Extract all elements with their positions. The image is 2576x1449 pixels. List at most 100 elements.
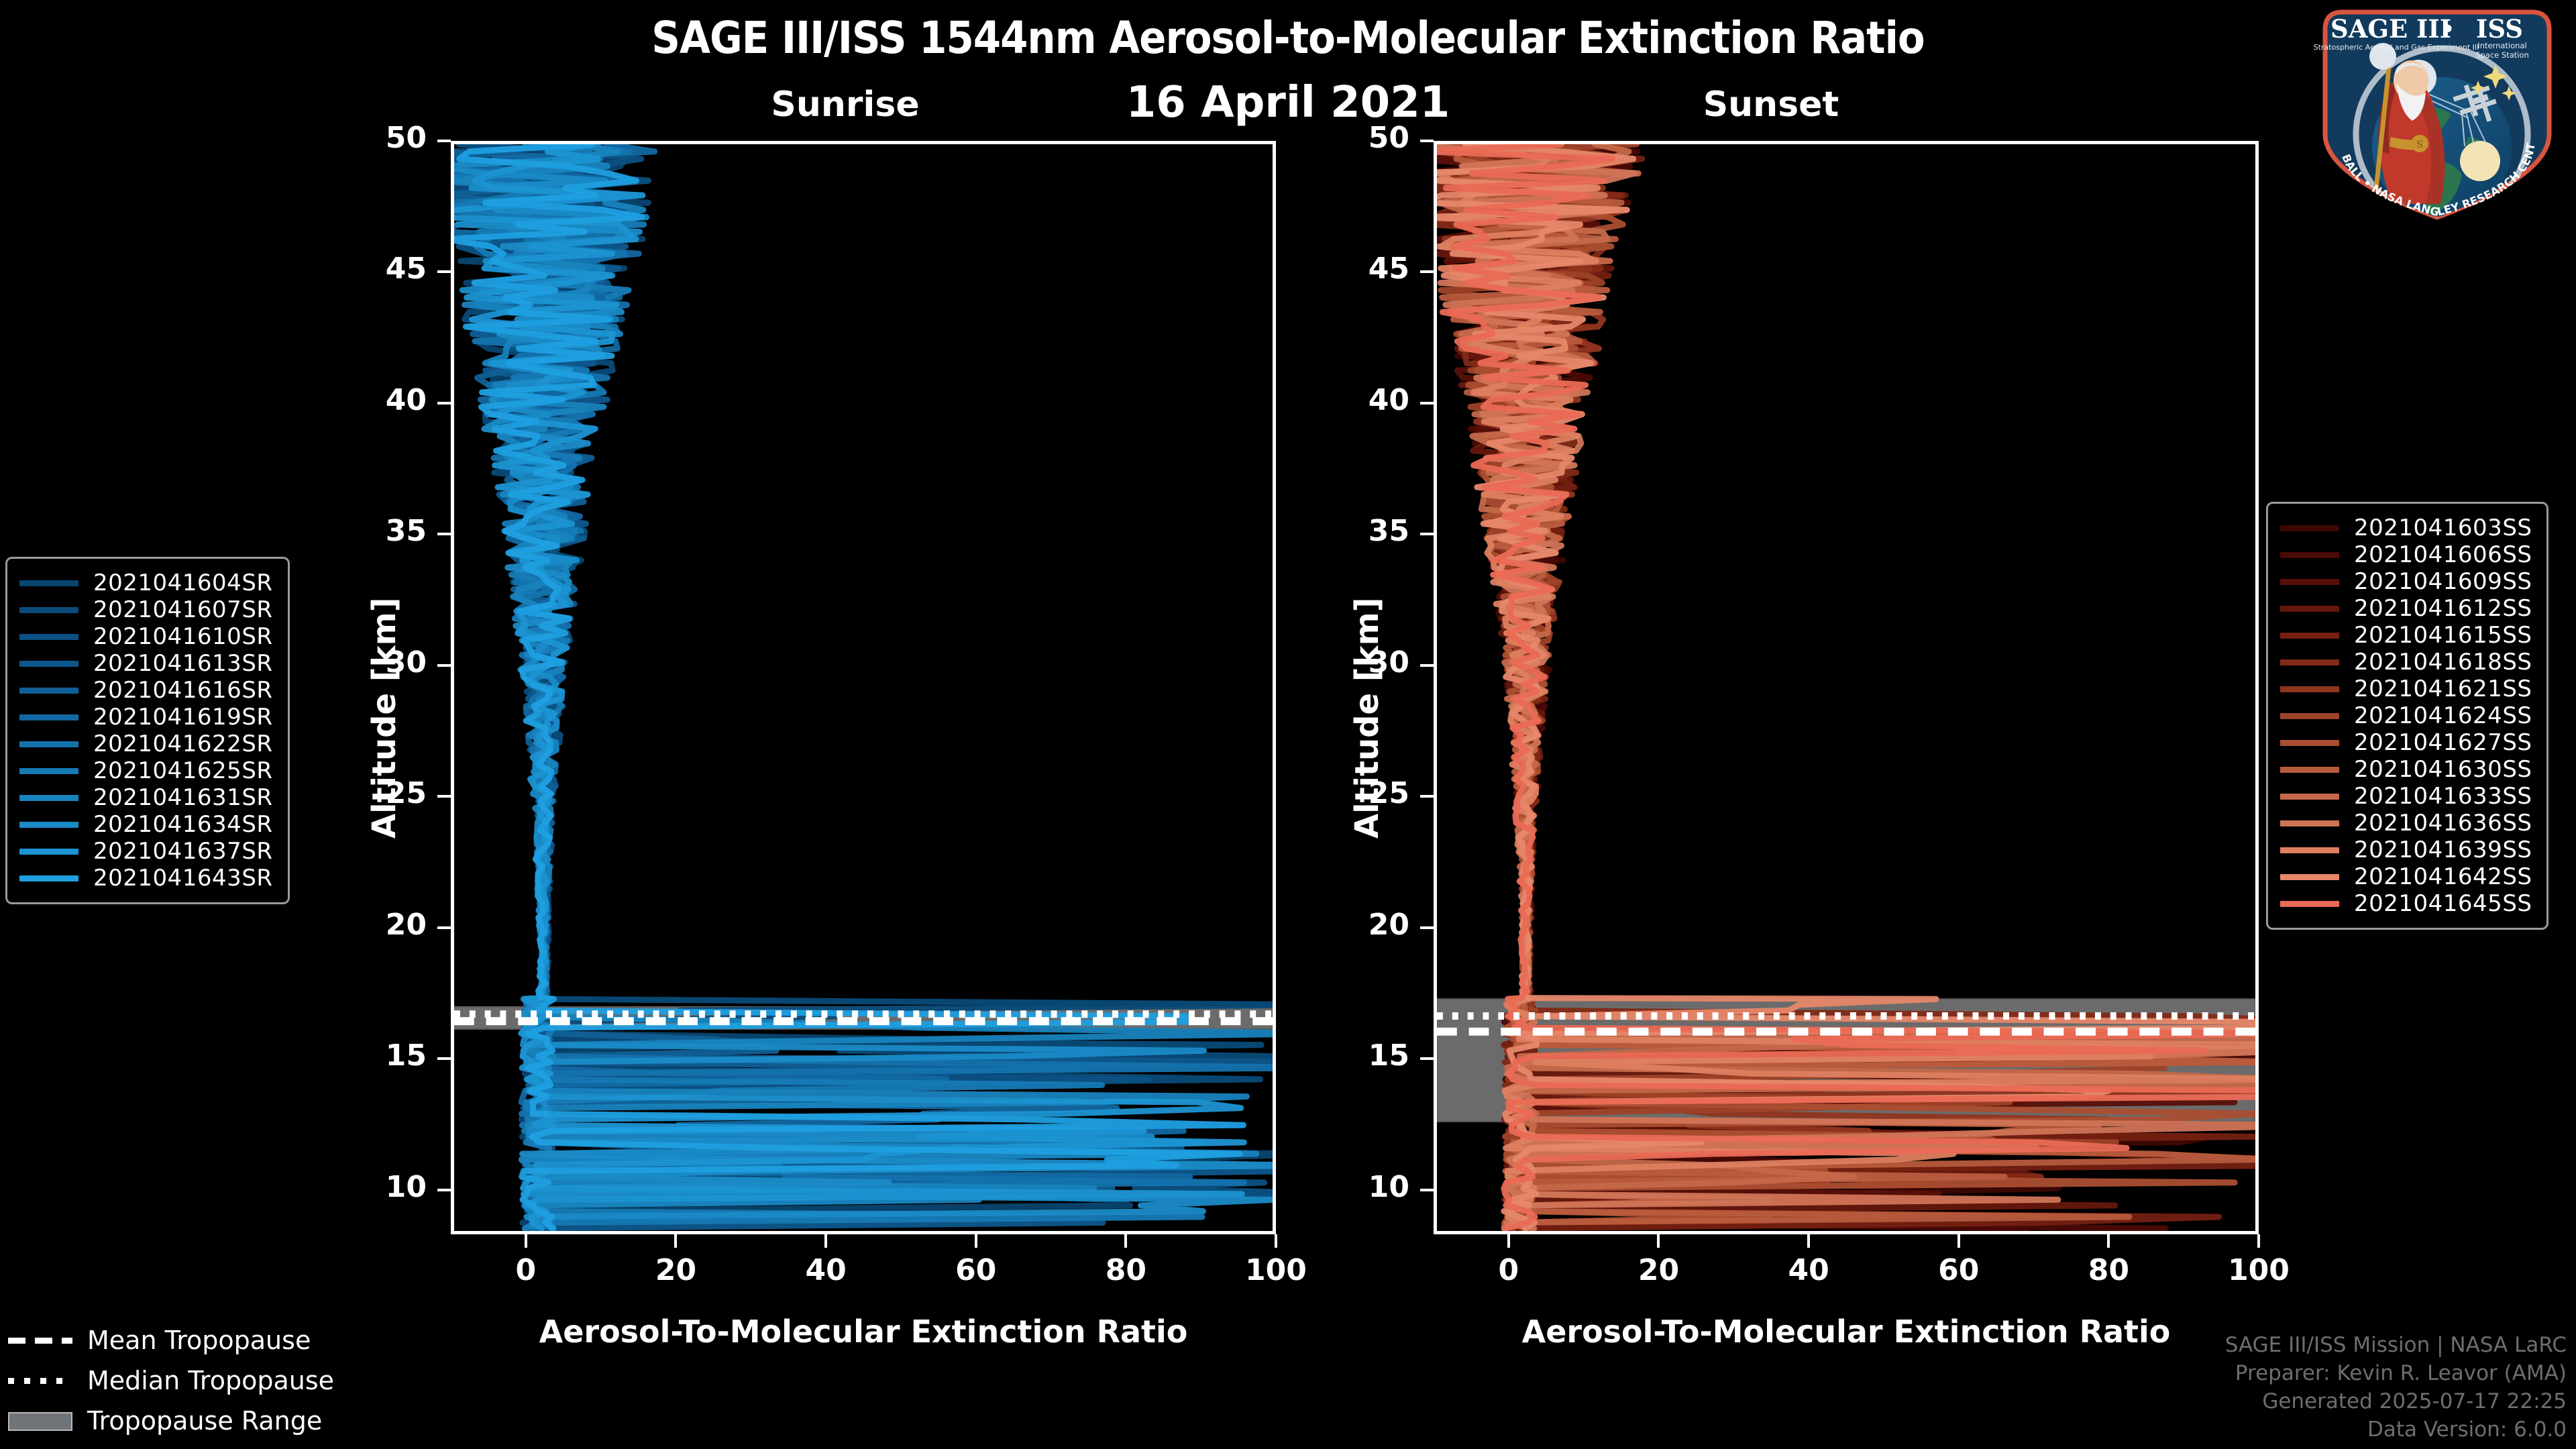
y-tick-label: 10	[385, 1169, 427, 1204]
y-tick-mark	[437, 1057, 451, 1061]
legend-item[interactable]: 2021041618SS	[2280, 649, 2532, 676]
x-tick-mark	[2257, 1234, 2260, 1248]
legend-item-median-tropopause: Median Tropopause	[8, 1360, 334, 1401]
y-tick-label: 15	[385, 1038, 427, 1073]
legend-item[interactable]: 2021041634SR	[19, 811, 273, 838]
page-title: SAGE III/ISS 1544nm Aerosol-to-Molecular…	[651, 12, 1925, 64]
legend-item[interactable]: 2021041631SR	[19, 784, 273, 811]
legend-label: 2021041622SR	[93, 731, 273, 757]
profile-line[interactable]	[1437, 144, 2255, 1231]
profile-line[interactable]	[454, 144, 1247, 1231]
sunset-legend[interactable]: 2021041603SS 2021041606SS 2021041609SS 2021…	[2266, 502, 2549, 930]
legend-label-median-tropopause: Median Tropopause	[87, 1366, 334, 1395]
legend-label: 2021041637SR	[93, 838, 273, 865]
legend-label: 2021041631SR	[93, 784, 273, 811]
legend-item[interactable]: 2021041627SS	[2280, 729, 2532, 756]
legend-item[interactable]: 2021041621SS	[2280, 676, 2532, 702]
legend-label: 2021041642SS	[2354, 863, 2532, 890]
legend-color-swatch	[19, 848, 78, 855]
logo-title-right: ISS	[2476, 14, 2523, 44]
x-tick-label: 60	[955, 1253, 997, 1287]
legend-label: 2021041612SS	[2354, 595, 2532, 622]
y-tick-mark	[1420, 1188, 1434, 1191]
legend-item[interactable]: 2021041637SR	[19, 838, 273, 865]
x-tick-mark	[524, 1234, 527, 1248]
y-tick-mark	[437, 533, 451, 536]
legend-label: 2021041624SS	[2354, 702, 2532, 729]
legend-color-swatch	[19, 741, 78, 747]
y-tick-label: 50	[385, 121, 427, 155]
legend-label: 2021041633SS	[2354, 783, 2532, 810]
sunset-x-axis-label: Aerosol-To-Molecular Extinction Ratio	[1521, 1313, 2171, 1350]
y-tick-mark	[1420, 533, 1434, 536]
x-tick-mark	[1124, 1234, 1128, 1248]
legend-item[interactable]: 2021041624SS	[2280, 702, 2532, 729]
legend-item[interactable]: 2021041633SS	[2280, 783, 2532, 810]
legend-item[interactable]: 2021041612SS	[2280, 595, 2532, 622]
y-tick-label: 35	[385, 514, 427, 549]
y-tick-label: 50	[1368, 121, 1409, 155]
legend-item[interactable]: 2021041616SR	[19, 677, 273, 704]
y-tick-label: 25	[385, 776, 427, 811]
filled-band-icon	[8, 1411, 72, 1431]
legend-item[interactable]: 2021041613SR	[19, 650, 273, 677]
legend-item[interactable]: 2021041636SS	[2280, 810, 2532, 837]
sunrise-plot-area[interactable]	[454, 144, 1273, 1231]
legend-label: 2021041645SS	[2354, 890, 2532, 917]
credits-line-version: Data Version: 6.0.0	[2367, 1417, 2567, 1442]
legend-color-swatch	[19, 606, 78, 613]
sunrise-legend[interactable]: 2021041604SR 2021041607SR 2021041610SR 2021…	[5, 557, 290, 904]
legend-item[interactable]: 2021041625SR	[19, 757, 273, 784]
x-tick-mark	[1807, 1234, 1811, 1248]
legend-color-swatch	[19, 875, 78, 881]
legend-label: 2021041621SS	[2354, 676, 2532, 702]
legend-item[interactable]: 2021041643SR	[19, 865, 273, 892]
legend-color-swatch	[2280, 739, 2339, 746]
credits-line-preparer: Preparer: Kevin R. Leavor (AMA)	[2235, 1361, 2567, 1385]
sunset-plot-panel[interactable]	[1434, 141, 2259, 1234]
legend-item[interactable]: 2021041615SS	[2280, 622, 2532, 649]
profile-line[interactable]	[1437, 144, 2255, 1231]
legend-label: 2021041610SR	[93, 623, 273, 650]
x-tick-mark	[1657, 1234, 1660, 1248]
legend-color-swatch	[2280, 847, 2339, 853]
legend-color-swatch	[2280, 551, 2339, 558]
sunrise-panel-label: Sunrise	[771, 85, 920, 125]
legend-label: 2021041603SS	[2354, 515, 2532, 541]
legend-item[interactable]: 2021041630SS	[2280, 756, 2532, 783]
y-tick-mark	[437, 401, 451, 405]
legend-item[interactable]: 2021041610SR	[19, 623, 273, 650]
legend-item[interactable]: 2021041607SR	[19, 596, 273, 623]
y-tick-label: 35	[1368, 514, 1409, 549]
sunrise-plot-panel[interactable]	[451, 141, 1276, 1234]
legend-item[interactable]: 2021041603SS	[2280, 515, 2532, 541]
legend-item[interactable]: 2021041609SS	[2280, 568, 2532, 595]
legend-label: 2021041643SR	[93, 865, 273, 892]
legend-item-mean-tropopause: Mean Tropopause	[8, 1320, 334, 1360]
legend-label: 2021041634SR	[93, 811, 273, 838]
legend-item[interactable]: 2021041619SR	[19, 704, 273, 731]
y-tick-mark	[437, 140, 451, 142]
x-tick-label: 40	[805, 1253, 847, 1287]
x-tick-label: 80	[2088, 1253, 2129, 1287]
legend-label: 2021041616SR	[93, 677, 273, 704]
x-tick-label: 0	[515, 1253, 537, 1287]
legend-item[interactable]: 2021041604SR	[19, 570, 273, 596]
legend-item[interactable]: 2021041622SR	[19, 731, 273, 757]
logo-subtitle-right-2: Space Station	[2475, 50, 2529, 60]
legend-item[interactable]: 2021041639SS	[2280, 837, 2532, 863]
legend-item[interactable]: 2021041642SS	[2280, 863, 2532, 890]
y-tick-label: 30	[385, 645, 427, 680]
sunset-plot-area[interactable]	[1437, 144, 2255, 1231]
legend-color-swatch	[19, 821, 78, 828]
y-tick-label: 40	[1368, 382, 1409, 417]
legend-color-swatch	[19, 687, 78, 694]
x-tick-mark	[1275, 1234, 1277, 1248]
legend-item[interactable]: 2021041645SS	[2280, 890, 2532, 917]
y-tick-mark	[1420, 270, 1434, 274]
profile-line[interactable]	[454, 144, 1246, 1231]
legend-item[interactable]: 2021041606SS	[2280, 541, 2532, 568]
y-tick-label: 20	[1368, 907, 1409, 942]
x-tick-label: 100	[2228, 1253, 2290, 1287]
y-tick-mark	[1420, 401, 1434, 405]
